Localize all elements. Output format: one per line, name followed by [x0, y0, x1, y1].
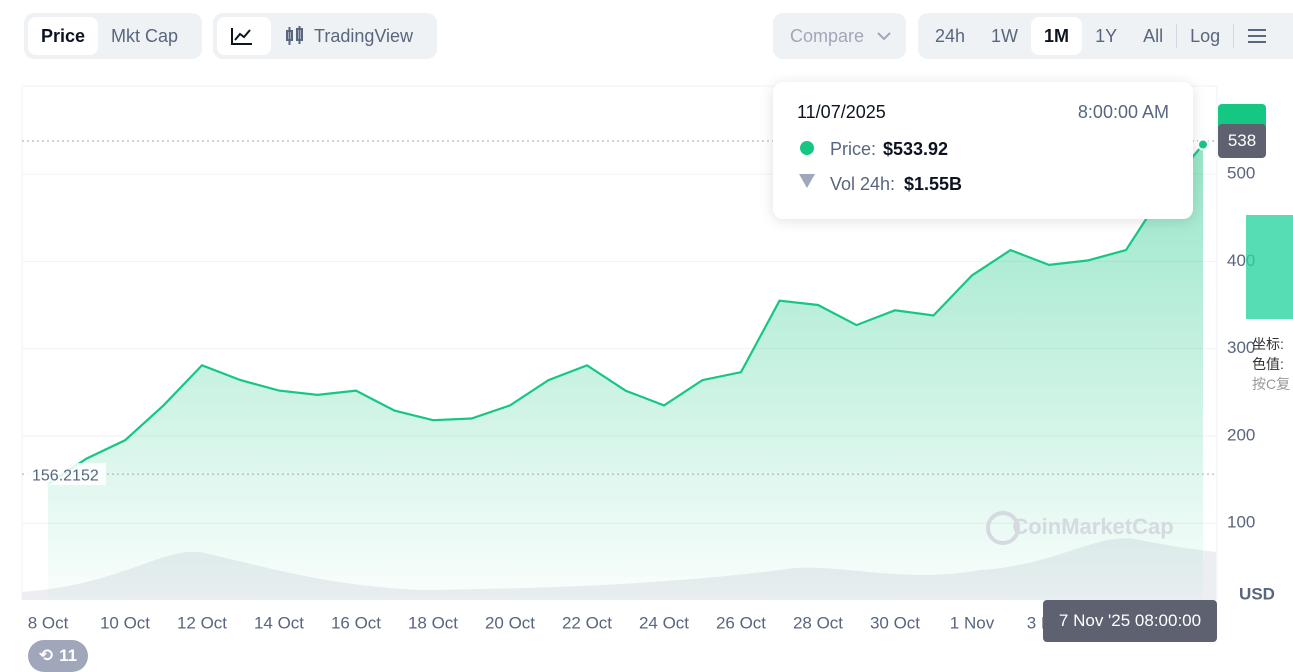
vol-label: Vol 24h: — [830, 174, 896, 194]
tooltip-time: 8:00:00 AM — [1077, 102, 1169, 122]
range-toggle: 24h 1W 1M 1Y All Log — [918, 13, 1293, 59]
chevron-icon — [877, 32, 891, 41]
overlay-line: 按C复 — [1252, 376, 1291, 392]
watermark: CoinMarketCap — [1012, 514, 1173, 539]
x-tick-label: 20 Oct — [485, 613, 535, 632]
currency-label: USD — [1239, 584, 1275, 603]
line-button[interactable] — [217, 17, 271, 55]
x-tick-label: 26 Oct — [716, 613, 766, 632]
overlay-line: 坐标: — [1252, 336, 1284, 352]
tooltip: 11/07/2025 8:00:00 AM Price: $533.92 Vol… — [773, 82, 1193, 219]
volume-area — [22, 538, 1216, 600]
x-tick-label: 1 Nov — [950, 613, 995, 632]
price-label: Price: — [830, 139, 877, 159]
settings-button[interactable] — [1234, 17, 1280, 55]
baseline-label: 156.2152 — [32, 467, 99, 484]
x-tick-label: 24 Oct — [639, 613, 689, 632]
range-1m[interactable]: 1M — [1031, 17, 1083, 55]
settings-icon — [1248, 29, 1267, 43]
mktcap-button[interactable]: Mkt Cap — [111, 25, 179, 46]
x-tick-label: 16 Oct — [331, 613, 381, 632]
divider — [1176, 24, 1178, 48]
compare-label: Compare — [790, 25, 865, 46]
price-button[interactable]: Price — [28, 17, 99, 55]
overlay-text: 坐标: 色值: 按C复 — [1252, 334, 1293, 394]
hover-point — [1197, 138, 1209, 151]
range-1y[interactable]: 1Y — [1095, 25, 1118, 46]
crosshair-date-label: 7 Nov '25 08:00:00 — [1043, 600, 1217, 642]
range-all[interactable]: All — [1143, 25, 1164, 46]
y-tick-label: 100 — [1227, 513, 1255, 532]
tradingview-button[interactable]: TradingView — [271, 17, 426, 55]
price-value: $533.92 — [883, 139, 949, 159]
range-24h[interactable]: 24h — [935, 25, 966, 46]
vol-value: $1.55B — [904, 174, 963, 194]
overlay-image — [1246, 215, 1293, 319]
watermark-logo — [986, 511, 1020, 545]
overlay-line: 色值: — [1252, 356, 1284, 372]
tooltip-date: 11/07/2025 — [797, 102, 886, 122]
vol-icon — [799, 174, 815, 188]
baseline-label-bg — [26, 463, 106, 486]
x-tick-label: 28 Oct — [793, 613, 843, 632]
history-icon: ⟲ — [38, 646, 54, 665]
log-button[interactable]: Log — [1190, 25, 1221, 46]
divider — [1233, 24, 1235, 48]
x-tick-label: 10 Oct — [100, 613, 150, 632]
x-tick-label: 14 Oct — [254, 613, 304, 632]
history-count: 11 — [59, 646, 78, 665]
x-tick-label: 30 Oct — [870, 613, 920, 632]
tradingview-label: TradingView — [314, 25, 414, 46]
history-badge[interactable]: ⟲ 11 — [28, 640, 88, 672]
current-price-badge: 538 — [1218, 124, 1266, 158]
price-toggle: Price Mkt Cap — [24, 13, 202, 59]
line-icon — [231, 28, 252, 45]
x-tick-label: 12 Oct — [177, 613, 227, 632]
x-tick-label: 18 Oct — [408, 613, 458, 632]
candle-icon — [286, 26, 303, 45]
y-tick-label: 500 — [1227, 164, 1255, 183]
price-dot — [800, 141, 814, 155]
y-tick-label: 200 — [1227, 425, 1255, 444]
x-tick-label: 22 Oct — [562, 613, 612, 632]
range-1w[interactable]: 1W — [991, 25, 1019, 46]
x-tick-label: 8 Oct — [28, 613, 69, 632]
compare-dropdown[interactable]: Compare — [773, 13, 906, 59]
chart-style-toggle: TradingView — [213, 13, 437, 59]
